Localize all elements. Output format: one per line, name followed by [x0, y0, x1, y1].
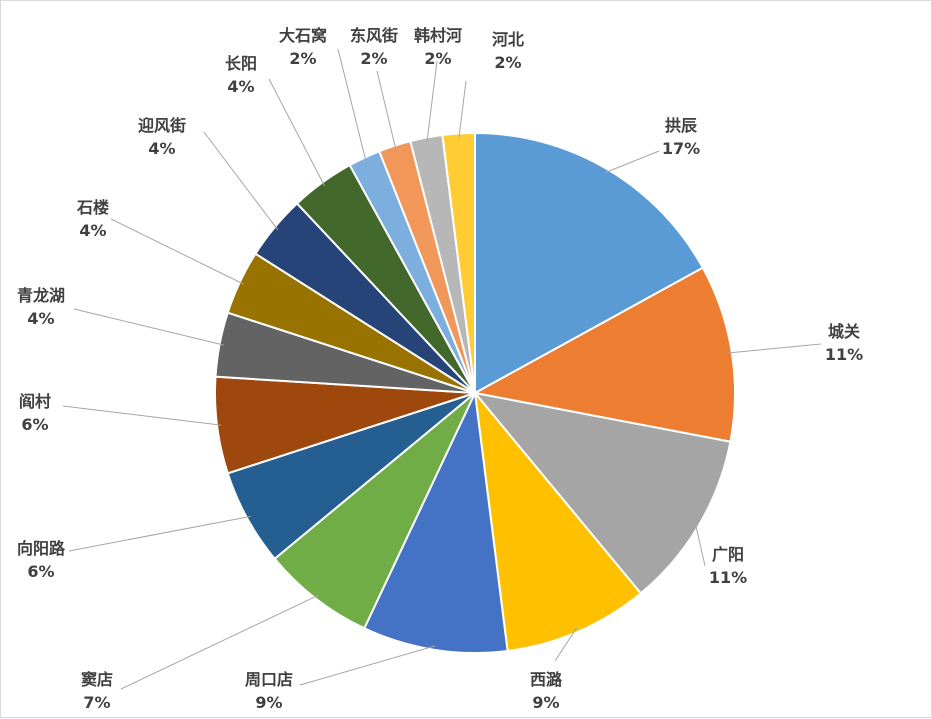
slice-percent-label: 4% — [79, 221, 106, 240]
pie-slice — [441, 131, 476, 394]
slice-percent-label: 4% — [27, 309, 54, 328]
slice-name-label: 韩村河 — [414, 26, 462, 45]
leader-line — [458, 80, 467, 138]
leader-line — [62, 405, 222, 426]
slice-percent-label: 2% — [424, 49, 451, 68]
leader-line — [337, 48, 367, 162]
slice-percent-label: 2% — [360, 49, 387, 68]
leader-line — [605, 150, 660, 174]
slice-percent-label: 2% — [494, 53, 521, 72]
pie-slice — [472, 391, 732, 595]
slice-name-label: 向阳路 — [17, 539, 66, 558]
pie-slice — [473, 389, 643, 653]
slice-name-label: 西潞 — [530, 670, 563, 689]
pie-slice — [474, 131, 705, 395]
slice-name-label: 大石窝 — [279, 26, 327, 45]
slice-percent-label: 2% — [289, 49, 316, 68]
leader-line — [554, 627, 578, 662]
leader-line — [68, 515, 251, 552]
slice-percent-label: 9% — [255, 693, 282, 712]
leader-line — [694, 523, 706, 567]
slice-percent-label: 11% — [825, 345, 863, 364]
slice-percent-label: 4% — [227, 77, 254, 96]
slice-name-label: 东风街 — [350, 26, 398, 45]
pie-slice — [362, 389, 509, 654]
data-labels: 拱辰 17% 城关 11% 广阳 11% 西潞 9% 周口店 9% 窦店 7% 向阳路 6% 阎村 6% 青龙湖… — [17, 26, 863, 712]
leader-line — [299, 645, 436, 686]
slice-percent-label: 6% — [21, 415, 48, 434]
slice-name-label: 拱辰 — [665, 116, 697, 135]
leader-line — [727, 343, 822, 354]
leader-line — [120, 594, 319, 690]
leader-line — [376, 70, 397, 150]
leader-line — [426, 60, 438, 142]
slice-percent-label: 7% — [83, 693, 110, 712]
leader-line — [203, 131, 279, 231]
pie-slice — [273, 392, 476, 630]
leader-line — [73, 308, 224, 346]
leader-line — [110, 218, 244, 285]
leader-lines — [62, 48, 822, 690]
slice-percent-label: 17% — [662, 139, 700, 158]
slice-percent-label: 4% — [148, 139, 175, 158]
slice-name-label: 窦店 — [81, 670, 113, 689]
leader-line — [268, 78, 325, 187]
slice-name-label: 城关 — [828, 322, 860, 341]
pie-slices — [214, 131, 736, 654]
slice-name-label: 长阳 — [225, 54, 257, 73]
slice-name-label: 周口店 — [245, 670, 293, 689]
slice-percent-label: 6% — [27, 562, 54, 581]
slice-name-label: 河北 — [492, 30, 524, 49]
slice-name-label: 石楼 — [76, 198, 109, 217]
slice-name-label: 阎村 — [19, 392, 51, 411]
slice-percent-label: 11% — [709, 568, 747, 587]
slice-name-label: 迎风街 — [138, 116, 186, 135]
slice-name-label: 青龙湖 — [17, 286, 65, 305]
slice-percent-label: 9% — [532, 693, 559, 712]
slice-name-label: 广阳 — [712, 545, 744, 564]
